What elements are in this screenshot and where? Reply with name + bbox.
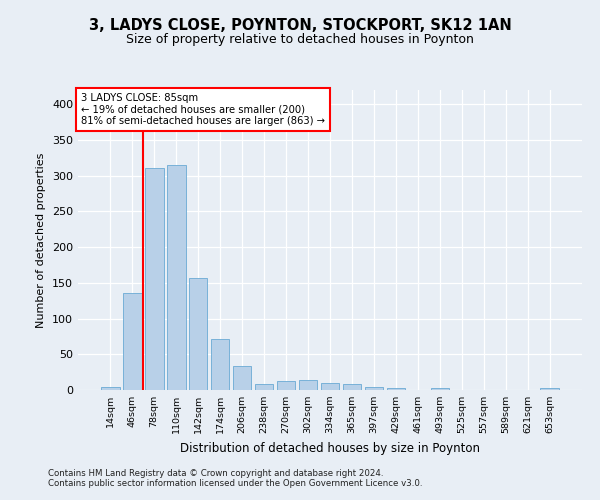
- Bar: [101, 387, 119, 390]
- Bar: [343, 384, 361, 390]
- Bar: [145, 168, 164, 390]
- Bar: [123, 293, 142, 390]
- Bar: [320, 383, 340, 390]
- X-axis label: Distribution of detached houses by size in Poynton: Distribution of detached houses by size …: [180, 442, 480, 454]
- Text: 3 LADYS CLOSE: 85sqm
← 19% of detached houses are smaller (200)
81% of semi-deta: 3 LADYS CLOSE: 85sqm ← 19% of detached h…: [80, 93, 325, 126]
- Text: Contains public sector information licensed under the Open Government Licence v3: Contains public sector information licen…: [48, 479, 422, 488]
- Bar: [211, 340, 229, 390]
- Bar: [167, 165, 185, 390]
- Bar: [233, 366, 251, 390]
- Bar: [386, 388, 405, 390]
- Bar: [189, 278, 208, 390]
- Text: Size of property relative to detached houses in Poynton: Size of property relative to detached ho…: [126, 32, 474, 46]
- Bar: [365, 387, 383, 390]
- Bar: [255, 384, 274, 390]
- Bar: [541, 388, 559, 390]
- Bar: [431, 388, 449, 390]
- Bar: [277, 380, 295, 390]
- Y-axis label: Number of detached properties: Number of detached properties: [37, 152, 46, 328]
- Text: Contains HM Land Registry data © Crown copyright and database right 2024.: Contains HM Land Registry data © Crown c…: [48, 469, 383, 478]
- Bar: [299, 380, 317, 390]
- Text: 3, LADYS CLOSE, POYNTON, STOCKPORT, SK12 1AN: 3, LADYS CLOSE, POYNTON, STOCKPORT, SK12…: [89, 18, 511, 32]
